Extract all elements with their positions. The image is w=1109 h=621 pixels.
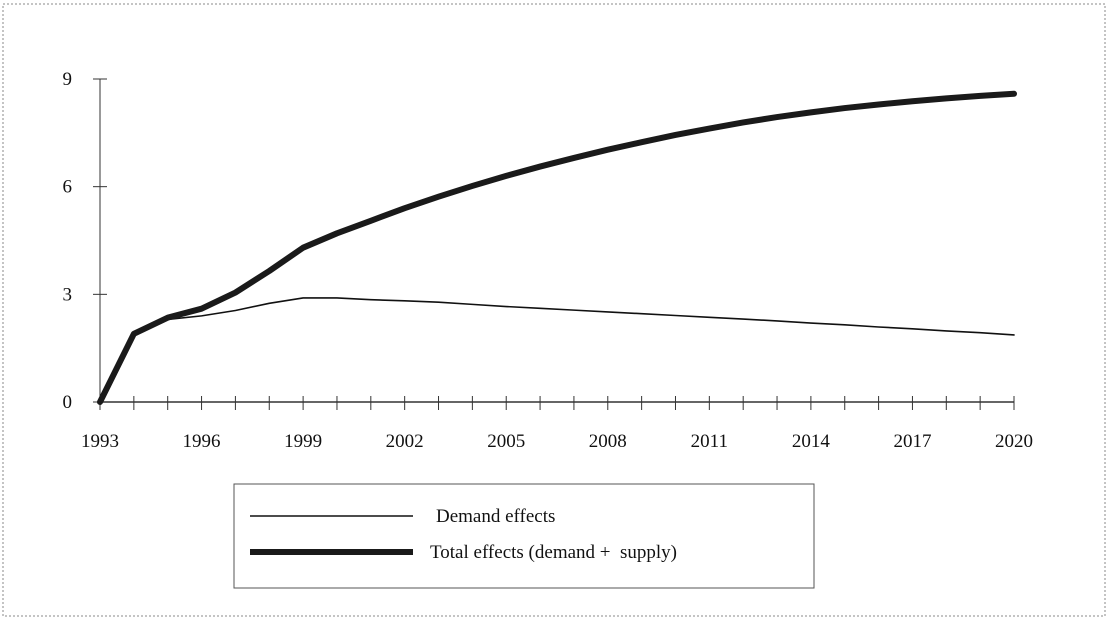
x-tick-label: 2020	[995, 431, 1033, 452]
x-tick-label: 1999	[284, 431, 322, 452]
legend-label-demand-effects: Demand effects	[436, 506, 555, 527]
x-tick-label: 1993	[81, 431, 119, 452]
legend: Demand effects Total effects (demand + s…	[233, 483, 815, 589]
series-line-total-effects	[97, 90, 1017, 405]
series-layer	[97, 90, 1017, 405]
x-tick-label: 2011	[691, 431, 728, 452]
x-tick-label: 2008	[589, 431, 627, 452]
legend-box	[233, 483, 815, 589]
y-tick-label: 0	[63, 392, 73, 413]
x-tick-label: 2005	[487, 431, 525, 452]
y-tick-label: 3	[63, 284, 73, 305]
series-line-demand-effects	[99, 297, 1015, 403]
legend-label-total-effects: Total effects (demand + supply)	[430, 542, 677, 563]
x-ticks: 1993 1996 1999 2002 2005 2008 2011 2014 2017 2020	[81, 396, 1033, 452]
y-tick-label: 6	[63, 177, 73, 198]
x-tick-label: 2014	[792, 431, 831, 452]
x-tick-label: 2002	[386, 431, 424, 452]
x-tick-label: 2017	[893, 431, 931, 452]
y-tick-label: 9	[63, 69, 73, 90]
x-tick-label: 1996	[183, 431, 221, 452]
